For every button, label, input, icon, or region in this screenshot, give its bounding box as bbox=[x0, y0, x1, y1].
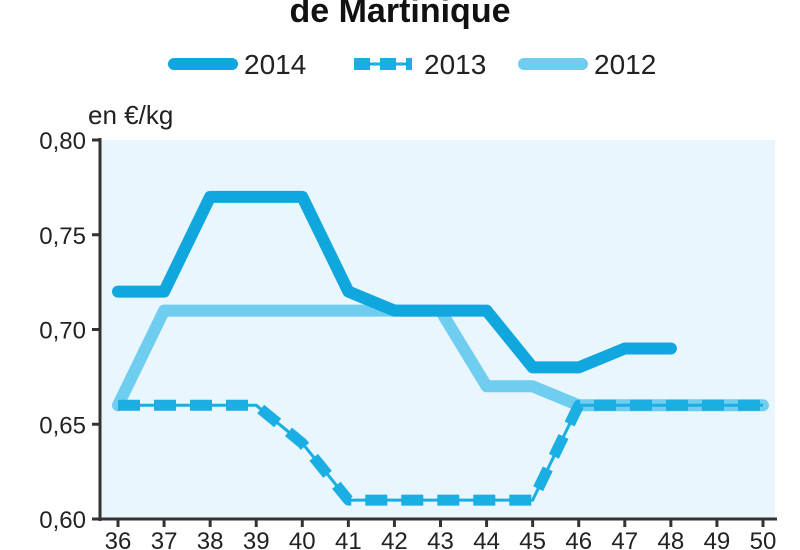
plot-area bbox=[100, 140, 775, 519]
legend-label-2014: 2014 bbox=[244, 49, 306, 80]
x-tick-label: 36 bbox=[105, 528, 132, 550]
y-axis-unit-label: en €/kg bbox=[88, 100, 173, 130]
x-tick-label: 39 bbox=[243, 528, 270, 550]
legend: 2014 2013 2012 bbox=[168, 49, 656, 80]
y-tick-label: 0,80 bbox=[39, 128, 86, 155]
x-tick-label: 45 bbox=[519, 528, 546, 550]
legend-label-2012: 2012 bbox=[594, 49, 656, 80]
x-tick-label: 40 bbox=[289, 528, 316, 550]
y-tick-label: 0,75 bbox=[39, 223, 86, 250]
x-tick-label: 44 bbox=[473, 528, 500, 550]
x-tick-label: 38 bbox=[197, 528, 224, 550]
x-tick-label: 42 bbox=[381, 528, 408, 550]
x-tick-label: 48 bbox=[658, 528, 685, 550]
axes: 0,60 0,65 0,70 0,75 0,80 36 37 38 39 40 41 42 43 44 45… bbox=[39, 128, 777, 550]
series-layer bbox=[112, 190, 769, 506]
x-tick-label: 43 bbox=[427, 528, 454, 550]
legend-label-2013: 2013 bbox=[424, 49, 486, 80]
x-tick-label: 41 bbox=[335, 528, 362, 550]
x-tick-label: 50 bbox=[750, 528, 777, 550]
y-tick-label: 0,60 bbox=[39, 507, 86, 534]
series-line-2014 bbox=[112, 190, 677, 374]
y-tick-label: 0,70 bbox=[39, 318, 86, 345]
x-tick-label: 47 bbox=[611, 528, 638, 550]
x-tick-label: 46 bbox=[565, 528, 592, 550]
x-tick-label: 37 bbox=[151, 528, 178, 550]
x-tick-label: 49 bbox=[704, 528, 731, 550]
chart-title: de Martinique bbox=[289, 0, 510, 30]
series-line-2013-connector bbox=[118, 403, 763, 502]
y-tick-label: 0,65 bbox=[39, 412, 86, 439]
